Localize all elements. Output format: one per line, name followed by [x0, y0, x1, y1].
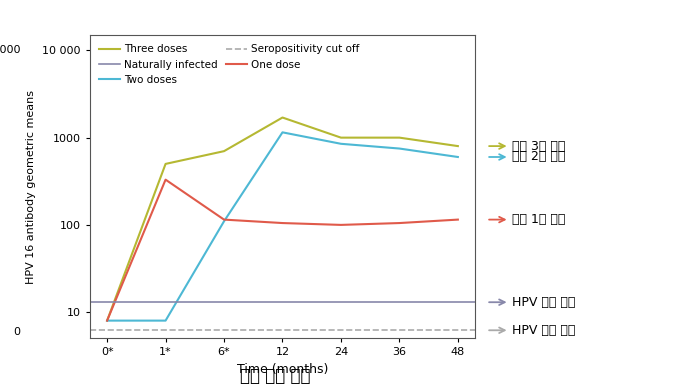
Three doses: [161, 161, 169, 166]
One dose: [103, 318, 111, 323]
Text: 백신 2회 접종: 백신 2회 접종: [489, 151, 566, 163]
Three doses: [395, 135, 404, 140]
Two doses: [220, 219, 228, 224]
Text: 백신 3회 접종: 백신 3회 접종: [489, 140, 566, 152]
Three doses: [337, 135, 345, 140]
Line: Three doses: Three doses: [107, 117, 458, 321]
Two doses: [454, 155, 462, 159]
Legend: Three doses, Naturally infected, Two doses, Seropositivity cut off, One dose: Three doses, Naturally infected, Two dos…: [95, 40, 363, 89]
Naturally infected: [161, 300, 169, 305]
Two doses: [395, 146, 404, 151]
Text: 10 000: 10 000: [0, 46, 20, 55]
Seropositivity cut off: [161, 328, 169, 333]
Three doses: [103, 318, 111, 323]
Seropositivity cut off: [103, 328, 111, 333]
Text: 항체 수준 비교: 항체 수준 비교: [240, 367, 311, 385]
Text: 0: 0: [13, 327, 20, 337]
Three doses: [454, 144, 462, 149]
Three doses: [220, 149, 228, 154]
Two doses: [161, 318, 169, 323]
Line: Two doses: Two doses: [107, 132, 458, 321]
Two doses: [103, 318, 111, 323]
Two doses: [337, 142, 345, 146]
X-axis label: Time (months): Time (months): [237, 363, 328, 376]
One dose: [220, 217, 228, 222]
One dose: [337, 223, 345, 227]
Y-axis label: HPV 16 antibody geometric means: HPV 16 antibody geometric means: [26, 90, 37, 284]
Text: 백신 1회 접종: 백신 1회 접종: [489, 213, 566, 226]
Two doses: [278, 130, 287, 135]
One dose: [395, 221, 404, 225]
Text: HPV 자연 감염: HPV 자연 감염: [489, 296, 575, 309]
One dose: [278, 221, 287, 225]
One dose: [454, 217, 462, 222]
Three doses: [278, 115, 287, 120]
One dose: [161, 177, 169, 182]
Naturally infected: [103, 300, 111, 305]
Text: HPV 항체 음성: HPV 항체 음성: [489, 324, 575, 337]
Line: One dose: One dose: [107, 180, 458, 321]
